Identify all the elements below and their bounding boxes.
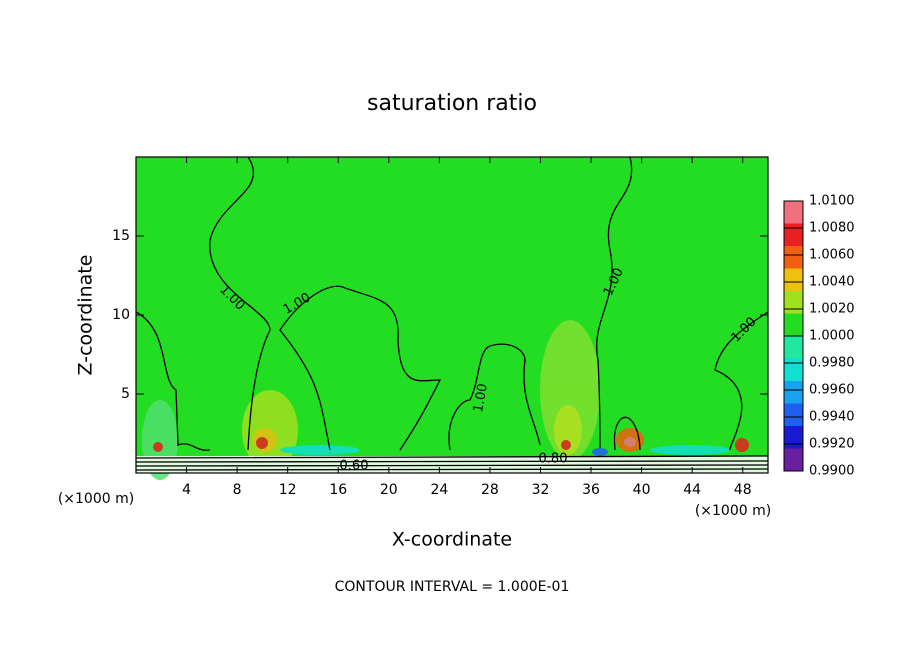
colorbar-band: [784, 313, 803, 336]
x-tick-label: 48: [734, 482, 752, 498]
colorbar-band: [784, 448, 803, 471]
colorbar-band: [784, 201, 803, 224]
contour-lines: [135, 156, 769, 471]
footer: CONTOUR INTERVAL = 1.000E-01: [335, 579, 570, 595]
x-tick-label: 12: [279, 482, 297, 498]
y-tick-label: 10: [112, 307, 130, 323]
colorbar-band: [784, 426, 803, 449]
plot-area: [136, 157, 768, 473]
x-tick-label: 32: [532, 482, 550, 498]
field-background: [136, 157, 768, 473]
colorbar-tick-label: 0.9980: [809, 356, 855, 371]
colorbar-tick-label: 1.0060: [809, 248, 855, 263]
colorbar-band: [784, 358, 803, 381]
colorbar-tick-label: 0.9960: [809, 383, 855, 398]
x-axis-label: X-coordinate: [392, 529, 512, 551]
colorbar-tick-label: 0.9900: [809, 464, 855, 479]
colorbar-band: [784, 246, 803, 269]
x-unit-left: (×1000 m): [58, 491, 134, 507]
colorbar-band: [784, 268, 803, 291]
x-tick-label: 20: [380, 482, 398, 498]
colorbar-band: [784, 336, 803, 359]
colorbar-band: [784, 403, 803, 426]
y-tick-label: 5: [121, 386, 130, 402]
colorbar-tick-label: 0.9940: [809, 410, 855, 425]
colorbar-band: [784, 381, 803, 404]
x-tick-label: 24: [430, 482, 448, 498]
colorbar-tick-label: 0.9920: [809, 437, 855, 452]
contour-label: 0.80: [539, 452, 568, 467]
x-tick-label: 8: [233, 482, 242, 498]
x-tick-label: 16: [329, 482, 347, 498]
colorbar-band: [784, 223, 803, 246]
colorbar-tick-label: 1.0100: [809, 194, 855, 209]
y-axis-label: Z-coordinate: [75, 255, 97, 376]
x-unit-right: (×1000 m): [695, 503, 771, 519]
colorbar-tick-label: 1.0040: [809, 275, 855, 290]
x-tick-label: 36: [582, 482, 600, 498]
colorbar-band: [784, 291, 803, 314]
y-tick-label: 15: [112, 228, 130, 244]
contour-label: 0.60: [340, 459, 369, 474]
colorbar-tick-label: 1.0020: [809, 302, 855, 317]
x-tick-label: 44: [683, 482, 701, 498]
colorbar-tick-label: 1.0080: [809, 221, 855, 236]
contour-label: 1.00: [471, 382, 491, 413]
colorbar-tick-label: 1.0000: [809, 329, 855, 344]
x-tick-label: 28: [481, 482, 499, 498]
x-tick-label: 4: [182, 482, 191, 498]
chart-title: saturation ratio: [367, 91, 537, 116]
x-tick-label: 40: [633, 482, 651, 498]
